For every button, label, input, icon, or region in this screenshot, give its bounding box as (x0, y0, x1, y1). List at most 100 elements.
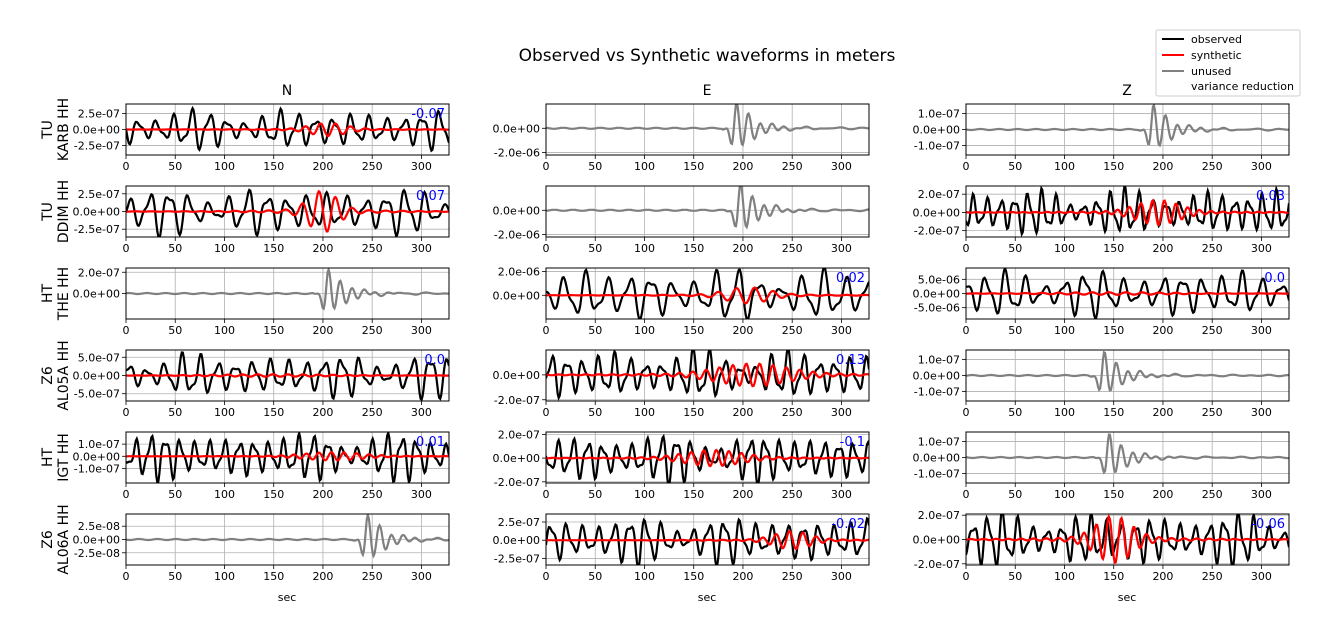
x-tick-label: 0 (123, 488, 130, 501)
x-tick-label: 100 (634, 406, 655, 419)
panel-al05a-z: 0 50 100 150 200 250 300 1.0e-07 0.0e+00 -1.0e-07 (913, 349, 1290, 419)
y-tick-label: -2.0e-07 (914, 558, 960, 571)
x-tick-label: 100 (1054, 242, 1075, 255)
panel-karb-n: 0 50 100 150 200 250 300 2.5e-07 0.0e+00 -2.5e-07… (73, 103, 450, 173)
y-tick-label: 0.0e+00 (913, 288, 960, 301)
x-tick-label: 150 (1103, 324, 1124, 337)
x-tick-label: 250 (362, 488, 383, 501)
legend-synthetic-label: synthetic (1191, 49, 1242, 62)
x-tick-label: 100 (634, 324, 655, 337)
x-tick-label: 50 (588, 406, 602, 419)
traces (966, 104, 1289, 148)
panel-frame (545, 431, 870, 484)
x-tick-label: 300 (411, 242, 432, 255)
column-title-e: E (703, 83, 712, 99)
x-tick-label: 100 (214, 324, 235, 337)
row-network: Z6 (40, 366, 56, 385)
observed-trace (546, 433, 869, 483)
x-tick-label: 250 (1202, 324, 1223, 337)
legend-observed-label: observed (1191, 33, 1242, 46)
x-tick-label: 0 (543, 242, 550, 255)
x-tick-label: 100 (214, 570, 235, 583)
x-tick-label: 50 (588, 570, 602, 583)
unused-trace (966, 104, 1289, 148)
variance-reduction-label: -0.06 (1251, 517, 1285, 532)
x-tick-label: 300 (1251, 488, 1272, 501)
x-tick-label: 300 (411, 160, 432, 173)
panel-the-z: 0 50 100 150 200 250 300 5.0e-06 0.0e+00-5.0e-06… (913, 267, 1290, 337)
traces (966, 268, 1289, 319)
x-tick-label: 300 (831, 488, 852, 501)
observed-trace (126, 188, 449, 237)
y-tick-label: 0.0e+00 (73, 288, 120, 301)
panel-ddim-e: 0 50 100 150 200 250 300 0.0e+00 -2.0e-06 (493, 185, 870, 255)
panel-karb-e: 0 50 100 150 200 250 300 0.0e+00 -2.0e-06 (493, 103, 870, 173)
x-tick-label: 0 (123, 160, 130, 173)
x-tick-label: 300 (411, 488, 432, 501)
y-tick-label: 2.0e-06 (498, 266, 540, 279)
x-tick-label: 300 (1251, 406, 1272, 419)
traces (126, 105, 449, 153)
x-axis-label-e: sec (698, 591, 717, 604)
y-tick-label: 1.0e-07 (918, 108, 960, 121)
x-tick-label: 300 (1251, 242, 1272, 255)
x-tick-label: 250 (782, 488, 803, 501)
x-tick-label: 200 (312, 570, 333, 583)
x-tick-label: 100 (1054, 324, 1075, 337)
x-tick-label: 250 (782, 242, 803, 255)
y-tick-label: 0.0e+00 (913, 370, 960, 383)
x-tick-label: 100 (214, 160, 235, 173)
y-tick-label: -1.0e-07 (914, 467, 960, 480)
synthetic-trace (966, 291, 1289, 296)
unused-trace (126, 268, 449, 311)
panel-frame (545, 513, 870, 566)
variance-reduction-label: 0.13 (836, 353, 865, 368)
x-tick-label: 200 (1152, 160, 1173, 173)
traces (126, 514, 449, 559)
legend-unused-label: unused (1191, 65, 1231, 78)
panel-frame (965, 431, 1290, 484)
x-tick-label: 50 (168, 570, 182, 583)
x-tick-label: 100 (214, 488, 235, 501)
observed-trace (126, 105, 449, 153)
x-tick-label: 250 (1202, 570, 1223, 583)
x-tick-label: 0 (543, 160, 550, 173)
unused-trace (966, 350, 1289, 393)
x-tick-label: 300 (1251, 324, 1272, 337)
x-tick-label: 0 (963, 570, 970, 583)
variance-reduction-label: -0.07 (411, 107, 445, 122)
y-tick-label: 0.0e+00 (913, 124, 960, 137)
panel-frame (545, 103, 870, 156)
x-tick-label: 200 (312, 406, 333, 419)
x-tick-label: 0 (963, 160, 970, 173)
y-tick-label: 0.0e+00 (493, 204, 540, 217)
y-tick-label: 2.5e-07 (498, 516, 540, 529)
x-tick-label: 300 (831, 324, 852, 337)
variance-reduction-label: 0.01 (416, 435, 445, 450)
x-tick-label: 50 (588, 324, 602, 337)
x-tick-label: 100 (634, 242, 655, 255)
x-tick-label: 300 (831, 160, 852, 173)
x-tick-label: 0 (963, 406, 970, 419)
x-tick-label: 250 (782, 160, 803, 173)
x-tick-label: 50 (1008, 488, 1022, 501)
panel-igt-e: 0 50 100 150 200 250 300 2.0e-07 0.0e+00 -2.0e-07… (493, 428, 870, 501)
x-axis-label-n: sec (278, 591, 297, 604)
row-label-0: TUKARB HH (40, 98, 72, 161)
synthetic-trace (126, 122, 449, 138)
y-tick-label: 5.0e-06 (918, 273, 960, 286)
traces (126, 268, 449, 311)
x-tick-label: 200 (1152, 406, 1173, 419)
y-tick-label: 1.0e-07 (78, 438, 120, 451)
y-tick-label: 0.0e+00 (493, 122, 540, 135)
panel-the-e: 0 50 100 150 200 250 300 2.0e-06 0.0e+00 0.02 (493, 266, 870, 337)
panel-al05a-e: 0 50 100 150 200 250 300 0.0e+00 -2.0e-07 0.13 (493, 349, 870, 419)
panel-al06a-n: 0 50 100 150 200 250 300 2.5e-080.0e+00-2.5e-08 (73, 513, 450, 583)
x-tick-label: 0 (123, 242, 130, 255)
panel-ddim-z: 0 50 100 150 200 250 300 2.0e-07 0.0e+00 -2.0e-07… (913, 185, 1290, 255)
synthetic-trace (126, 373, 449, 378)
variance-reduction-label: -0.1 (840, 435, 865, 450)
traces (966, 186, 1289, 237)
panel-frame (125, 103, 450, 156)
